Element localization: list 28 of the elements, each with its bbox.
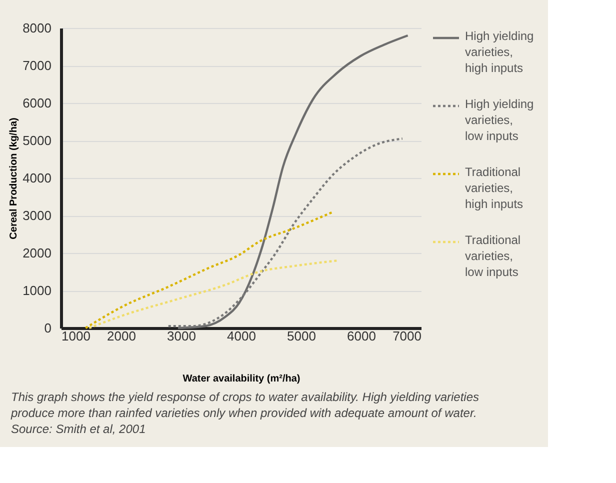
x-axis-title: Water availability (m²/ha) — [182, 374, 300, 384]
y-tick-label: 2000 — [22, 246, 52, 260]
x-tick-label: 5000 — [287, 328, 316, 344]
line-series — [167, 138, 404, 328]
y-tick-label: 0 — [44, 320, 52, 336]
line-series — [176, 34, 409, 330]
y-tick-label: 8000 — [22, 20, 52, 36]
legend-label: High yielding varieties, low inputs — [465, 97, 534, 143]
y-tick-label: 3000 — [22, 208, 52, 223]
y-axis-title: Cereal Production (kg/ha) — [8, 118, 20, 240]
x-tick-label: 4000 — [227, 328, 256, 344]
legend-label: Traditional varieties, low inputs — [465, 233, 521, 279]
x-tick-label: 1000 — [62, 328, 90, 344]
y-tick-label: 1000 — [22, 283, 52, 298]
legend-label: High yielding varieties, high inputs — [465, 29, 534, 75]
line-series — [88, 259, 340, 330]
source-note: Source: Smith et al, 2001 — [11, 422, 146, 436]
x-tick-label: 2000 — [107, 328, 136, 344]
y-tick-label: 6000 — [22, 96, 52, 110]
y-tick-label: 7000 — [22, 58, 52, 73]
x-tick-label: 3000 — [167, 328, 196, 344]
x-tick-label: 7000 — [392, 328, 422, 344]
text: This graph shows the yield response of crops to water availability. High yielding varieties produce more than rainfed varieties only when provided with adequate amount of water. — [10, 390, 480, 420]
legend-label: Traditional varieties, high inputs — [465, 165, 524, 211]
x-tick-label: 6000 — [347, 328, 376, 344]
line-series — [84, 210, 334, 330]
y-tick-label: 5000 — [22, 133, 52, 148]
y-tick-label: 4000 — [22, 170, 52, 186]
